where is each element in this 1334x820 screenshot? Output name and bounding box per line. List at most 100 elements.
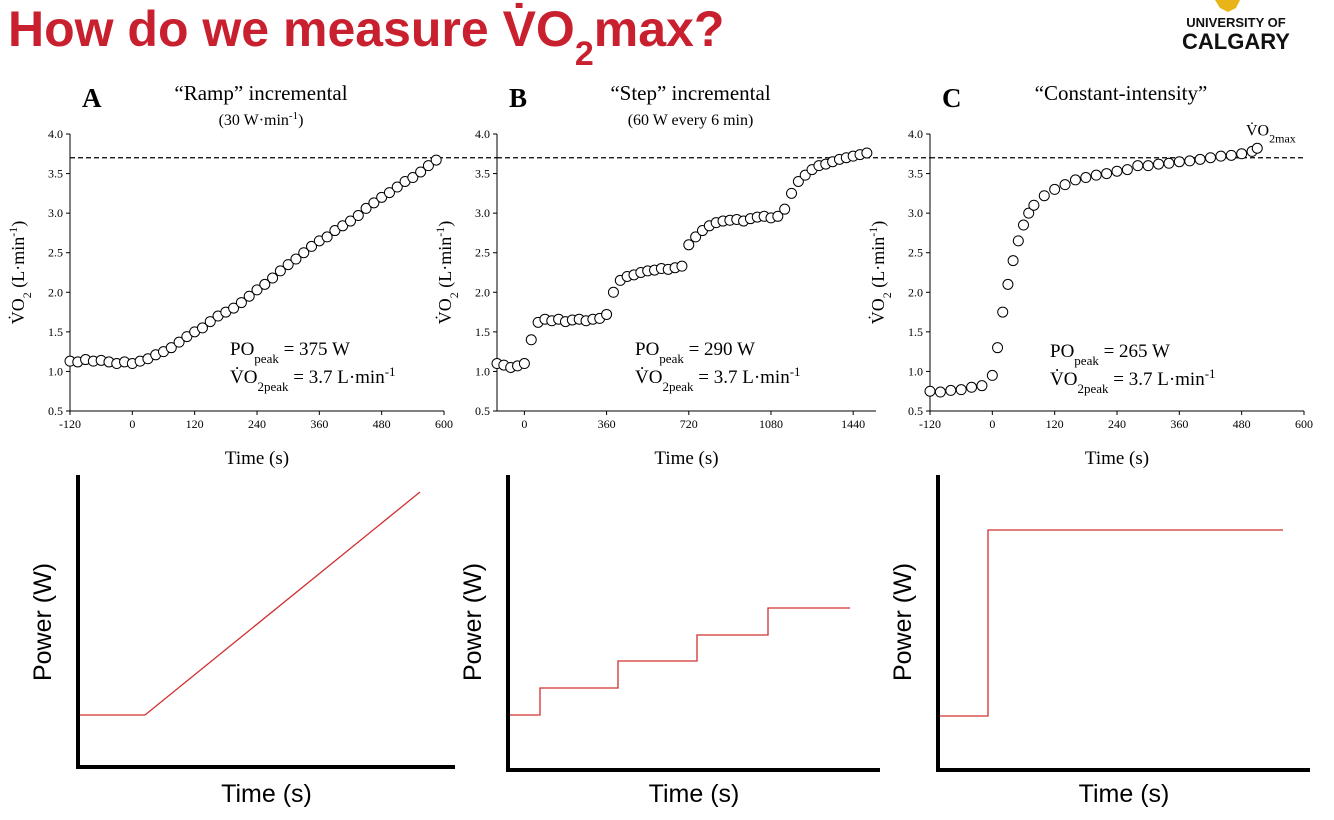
data-point bbox=[1184, 155, 1196, 167]
y-axis-label: V̇O2 (L·min-1) bbox=[6, 221, 34, 325]
data-point bbox=[321, 231, 333, 243]
data-point bbox=[1059, 179, 1071, 191]
data-point bbox=[1142, 160, 1154, 172]
slide-title-part: max? bbox=[594, 1, 725, 57]
data-point bbox=[415, 166, 427, 178]
y-tick-label: 1.0 bbox=[48, 364, 63, 378]
data-point bbox=[1251, 142, 1263, 154]
y-tick-label: 3.0 bbox=[908, 206, 923, 220]
logo-line: CALGARY bbox=[1182, 29, 1290, 54]
annotation: POpeak = 265 W bbox=[1050, 341, 1170, 368]
chart-subtitle-part: (60 W every 6 min) bbox=[628, 112, 754, 129]
annotation-part: -1 bbox=[1205, 366, 1216, 381]
y-axis-label-part: -1 bbox=[433, 227, 447, 237]
data-point bbox=[1012, 235, 1024, 247]
data-point bbox=[1038, 190, 1050, 202]
data-point bbox=[997, 306, 1009, 318]
diagram-axes bbox=[506, 475, 880, 772]
data-point bbox=[282, 259, 294, 271]
y-tick-label: 1.0 bbox=[475, 364, 490, 378]
chart-subtitle: (30 W·min-1) bbox=[219, 110, 304, 129]
diagram-x-label: Time (s) bbox=[221, 780, 312, 808]
chart-title: “Constant-intensity” bbox=[1035, 81, 1208, 105]
data-point bbox=[376, 191, 388, 203]
chart-title: “Ramp” incremental bbox=[174, 81, 347, 105]
annotation-part: V̇O bbox=[635, 365, 662, 388]
data-point bbox=[1163, 157, 1175, 169]
y-tick-label: 2.0 bbox=[475, 285, 490, 299]
diagram-y-label: Power (W) bbox=[29, 563, 57, 681]
annotation-part: = 3.7 L·min bbox=[694, 367, 791, 388]
annotation-part: -1 bbox=[790, 364, 801, 379]
data-point bbox=[259, 278, 271, 290]
y-axis-label-part: V̇O bbox=[7, 298, 28, 324]
data-point bbox=[274, 265, 286, 277]
annotation-part: = 375 W bbox=[279, 339, 350, 360]
data-point bbox=[407, 172, 419, 184]
data-point bbox=[251, 284, 263, 296]
reference-label-part: V̇O bbox=[1246, 122, 1269, 140]
logo-line: UNIVERSITY OF bbox=[1186, 15, 1286, 30]
data-point bbox=[1069, 174, 1081, 186]
annotation: V̇O2peak = 3.7 L·min-1 bbox=[230, 364, 396, 394]
data-point bbox=[1225, 149, 1237, 161]
annotation-part: -1 bbox=[385, 364, 396, 379]
y-tick-label: 2.0 bbox=[908, 285, 923, 299]
data-point bbox=[1090, 169, 1102, 181]
data-point bbox=[1111, 165, 1123, 177]
x-axis-label: Time (s) bbox=[1085, 448, 1149, 469]
diagram-axes bbox=[936, 475, 1310, 772]
data-point bbox=[861, 147, 873, 159]
x-tick-label: 120 bbox=[1046, 417, 1064, 431]
y-axis-label-part: (L·min bbox=[435, 237, 456, 293]
x-tick-label: 360 bbox=[598, 417, 616, 431]
data-point bbox=[1028, 199, 1040, 211]
data-point bbox=[1002, 278, 1014, 290]
data-point bbox=[676, 260, 688, 272]
slide-title: How do we measure V̇O2max? bbox=[8, 1, 724, 73]
annotation-part: peak bbox=[659, 351, 684, 366]
data-point bbox=[228, 302, 240, 314]
reference-label: V̇O2max bbox=[1246, 122, 1296, 146]
data-point bbox=[173, 336, 185, 348]
data-point bbox=[779, 203, 791, 215]
panel-letter: C bbox=[942, 83, 962, 113]
chart-subtitle: (60 W every 6 min) bbox=[628, 112, 754, 129]
data-point bbox=[165, 342, 177, 354]
reference-label-part: 2max bbox=[1269, 132, 1296, 146]
y-tick-label: 2.5 bbox=[908, 246, 923, 260]
data-point bbox=[1007, 255, 1019, 267]
y-tick-label: 1.0 bbox=[908, 364, 923, 378]
data-point bbox=[430, 154, 442, 166]
data-point bbox=[1132, 160, 1144, 172]
data-point bbox=[306, 240, 318, 252]
data-point bbox=[1215, 150, 1227, 162]
data-point bbox=[204, 316, 216, 328]
data-point bbox=[601, 308, 613, 320]
slide-title-part: How do we measure V̇O bbox=[8, 1, 575, 57]
x-tick-label: 240 bbox=[1108, 417, 1126, 431]
annotation-part: = 265 W bbox=[1099, 341, 1170, 362]
y-tick-label: 4.0 bbox=[475, 127, 490, 141]
data-point bbox=[243, 290, 255, 302]
data-point bbox=[360, 202, 372, 214]
data-point bbox=[235, 297, 247, 309]
annotation: V̇O2peak = 3.7 L·min-1 bbox=[635, 364, 801, 394]
x-tick-label: 1440 bbox=[841, 417, 865, 431]
data-point bbox=[1194, 153, 1206, 165]
data-point bbox=[992, 342, 1004, 354]
data-point bbox=[391, 181, 403, 193]
x-tick-label: 0 bbox=[129, 417, 135, 431]
logo-crest bbox=[1215, 0, 1240, 12]
x-tick-label: 120 bbox=[186, 417, 204, 431]
y-tick-label: 0.5 bbox=[48, 404, 63, 418]
data-point bbox=[1153, 158, 1165, 170]
x-axis-label: Time (s) bbox=[225, 448, 289, 469]
chart-subtitle-part: -1 bbox=[289, 110, 298, 122]
data-point bbox=[383, 187, 395, 199]
data-point bbox=[337, 220, 349, 232]
annotation: POpeak = 375 W bbox=[230, 339, 350, 366]
data-point bbox=[955, 384, 967, 396]
panel-letter: A bbox=[82, 83, 102, 113]
